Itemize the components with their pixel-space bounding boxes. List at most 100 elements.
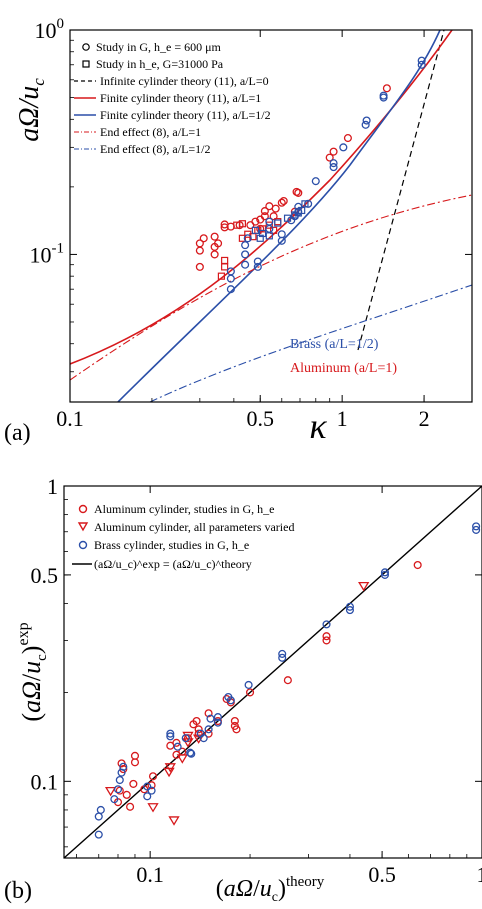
legend-b-entry-3: Brass cylinder, studies in G, h_e (78, 538, 249, 552)
end-effect-curve-brass (149, 284, 472, 402)
legend-a-label-5: Finite cylinder theory (11), a/L=1/2 (100, 108, 271, 122)
legend-a-label-4: Finite cylinder theory (11), a/L=1 (100, 91, 261, 105)
point-a-s2-8 (253, 257, 262, 266)
point-b-s2-20 (206, 714, 215, 723)
point-a-s2-10 (265, 217, 274, 226)
point-a-s1-8 (265, 221, 273, 229)
point-a-s0-28 (343, 134, 352, 143)
point-b-s0-31 (322, 632, 331, 641)
point-b-s2-21 (213, 713, 222, 722)
xtick-label-b-1: 0.5 (368, 862, 396, 887)
legend-a-marker-square (82, 60, 90, 68)
point-a-s2-22 (361, 120, 370, 129)
legend-a-label-3: Infinite cylinder theory (11), a/L=0 (100, 74, 269, 88)
legend-a-label-2: Study in h_e, G=31000 Pa (96, 57, 224, 71)
point-b-s2-3 (110, 795, 119, 804)
panel-a-theory-curves (70, 30, 472, 402)
legend-a-marker-circle (82, 43, 90, 51)
point-b-s0-5 (126, 802, 135, 811)
point-b-s1-8 (358, 581, 370, 592)
point-a-s3-5 (283, 214, 292, 222)
point-a-s2-18 (311, 177, 320, 186)
point-a-s0-29 (382, 84, 391, 93)
point-b-s2-16 (187, 749, 196, 758)
point-a-s2-25 (379, 91, 388, 100)
point-b-s2-1 (94, 812, 103, 821)
legend-b-marker-blue-circle (78, 540, 88, 550)
panel-a-label: (a) (4, 420, 31, 446)
point-b-s0-16 (183, 734, 193, 743)
point-b-s2-33 (472, 522, 481, 531)
panel-b-plot-frame (63, 485, 482, 859)
panel-a-ylabel: aΩ/uc (14, 78, 48, 142)
panel-b-label: (b) (4, 878, 32, 904)
point-a-s1-1 (221, 263, 229, 271)
point-b-s2-10 (147, 786, 156, 795)
annotation-aluminum: Aluminum (a/L=1) (290, 361, 397, 376)
point-a-s2-9 (265, 224, 274, 233)
legend-b-label-3: Brass cylinder, studies in G, h_e (94, 538, 249, 552)
ytick-label-a-0: 10-1 (30, 240, 65, 267)
point-a-s0-0 (195, 262, 204, 271)
point-a-s0-6 (210, 232, 219, 241)
point-a-s0-25 (294, 188, 303, 197)
annotation-brass: Brass (a/L=1/2) (290, 337, 379, 352)
panel-a-legend: Study in G, h_e = 600 μm Study in h_e, G… (74, 40, 271, 156)
legend-a-label-6: End effect (8), a/L=1 (100, 125, 201, 139)
point-b-s1-6 (182, 731, 194, 742)
panel-b-legend: Aluminum cylinder, studies in G, h_e Alu… (72, 502, 294, 571)
point-b-s0-10 (147, 781, 156, 790)
point-a-s3-2 (258, 229, 267, 238)
point-a-s0-22 (279, 196, 288, 206)
point-b-s1-9 (168, 816, 180, 826)
point-a-s1-12 (238, 220, 246, 228)
point-b-s1-0 (104, 786, 117, 797)
legend-b-entry-4: (aΩ/u_c)^exp = (aΩ/u_c)^theory (72, 557, 252, 571)
point-b-s0-30 (283, 676, 292, 685)
legend-b-label-1: Aluminum cylinder, studies in G, h_e (94, 502, 275, 516)
point-b-s0-26 (230, 716, 239, 726)
xtick-label-a-2: 1 (337, 406, 348, 431)
point-b-s2-30 (345, 606, 354, 615)
point-b-s0-28 (232, 725, 241, 734)
point-a-s2-2 (226, 267, 235, 276)
legend-b-entry-2: Aluminum cylinder, all parameters varied (77, 520, 294, 534)
legend-a-entry-5: Finite cylinder theory (11), a/L=1/2 (74, 108, 271, 122)
xtick-label-a-3: 2 (419, 406, 430, 431)
point-a-s2-23 (362, 116, 371, 125)
legend-a-entry-4: Finite cylinder theory (11), a/L=1 (74, 91, 261, 105)
point-a-s0-19 (269, 212, 278, 221)
panel-b-xlabel: (aΩ/uc)theory (216, 874, 325, 905)
point-a-s0-4 (210, 250, 219, 259)
ytick-label-a-1: 100 (35, 16, 65, 43)
point-b-s2-22 (213, 718, 222, 727)
point-b-s2-14 (181, 734, 190, 743)
point-a-s3-1 (256, 234, 264, 242)
identity-line (63, 485, 482, 859)
point-b-s0-8 (130, 751, 140, 760)
panel-b-data-points (94, 522, 481, 839)
point-a-s2-5 (241, 241, 250, 250)
panel-a-axis-ticks: 0.1 0.5 1 2 10-1 100 (30, 16, 472, 431)
point-b-s2-31 (380, 570, 390, 579)
point-b-s2-25 (244, 680, 253, 689)
finite-cylinder-theory-curve-al (70, 30, 453, 365)
panel-a-xlabel: κ (309, 406, 327, 446)
point-b-s0-7 (130, 758, 140, 767)
point-b-s2-13 (173, 742, 182, 751)
point-b-s2-34 (472, 525, 481, 534)
point-b-s0-14 (172, 738, 181, 747)
point-a-s1-3 (238, 234, 246, 242)
panel-a-plot-frame (69, 29, 473, 403)
point-a-s0-20 (271, 204, 280, 213)
point-b-s0-32 (322, 636, 331, 645)
point-a-s3-8 (298, 206, 306, 215)
point-b-s2-32 (380, 568, 390, 577)
point-b-s0-6 (129, 779, 138, 788)
point-a-s0-17 (260, 207, 269, 216)
infinite-cylinder-theory-curve (357, 30, 445, 351)
point-b-s2-4 (113, 785, 123, 794)
xtick-label-b-0: 0.1 (136, 862, 164, 887)
point-b-s0-22 (204, 709, 213, 718)
point-b-s0-11 (148, 772, 158, 781)
